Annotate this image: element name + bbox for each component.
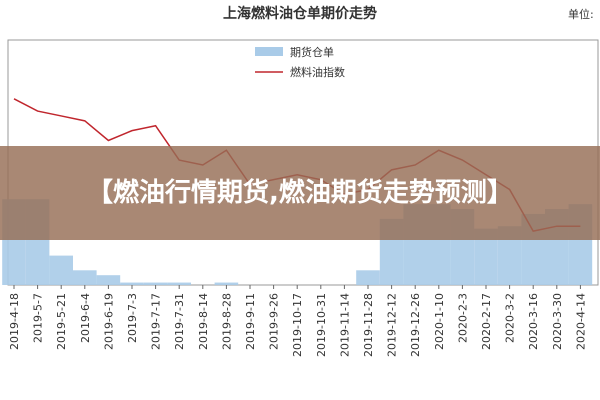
bar xyxy=(474,228,498,285)
x-tick-label: 2020-3-16 xyxy=(527,293,540,350)
bar xyxy=(356,270,380,285)
banner: 【燃油行情期货,燃油期货走势预测】 xyxy=(0,146,600,240)
bar xyxy=(143,282,168,285)
x-tick-label: 2020-3-2 xyxy=(504,293,517,343)
x-tick-label: 2019-8-14 xyxy=(197,293,210,350)
x-tick-label: 2019-5-7 xyxy=(32,293,45,343)
legend-label: 燃料油指数 xyxy=(290,65,345,79)
banner-text: 【燃油行情期货,燃油期货走势预测】 xyxy=(87,178,513,208)
x-tick-label: 2019-4-18 xyxy=(8,293,21,350)
legend-label: 期货仓单 xyxy=(290,45,334,59)
chart-title: 上海燃料油仓单期价走势 xyxy=(223,5,377,22)
bar xyxy=(49,255,73,285)
bar xyxy=(96,275,121,285)
x-tick-label: 2019-12-12 xyxy=(386,293,399,357)
bar xyxy=(120,282,144,285)
x-tick-label: 2019-11-28 xyxy=(362,293,375,357)
bar xyxy=(73,270,97,285)
x-tick-label: 2019-7-31 xyxy=(173,293,186,350)
unit-label: 单位: xyxy=(568,7,594,21)
x-tick-label: 2019-10-31 xyxy=(315,293,328,357)
x-tick-label: 2019-7-3 xyxy=(126,293,139,343)
x-tick-label: 2019-6-4 xyxy=(79,293,92,343)
x-tick-label: 2019-7-17 xyxy=(150,293,163,350)
x-tick-label: 2019-10-17 xyxy=(291,293,304,357)
x-tick-label: 2019-9-11 xyxy=(244,293,257,350)
x-tick-label: 2020-1-10 xyxy=(433,293,446,350)
bar xyxy=(214,282,239,285)
bar xyxy=(167,282,191,285)
x-tick-label: 2019-6-19 xyxy=(102,293,115,350)
x-tick-label: 2020-3-30 xyxy=(551,293,564,350)
x-tick-label: 2019-5-21 xyxy=(55,293,68,350)
x-tick-label: 2020-2-3 xyxy=(456,293,469,343)
x-tick-label: 2019-11-14 xyxy=(338,293,351,357)
bar xyxy=(497,226,522,285)
legend-swatch xyxy=(255,47,283,56)
x-tick-label: 2019-8-28 xyxy=(220,293,233,350)
x-tick-label: 2019-9-26 xyxy=(268,293,281,350)
x-tick-label: 2019-12-26 xyxy=(409,293,422,357)
x-tick-label: 2020-2-17 xyxy=(480,293,493,350)
x-tick-label: 2020-4-14 xyxy=(574,293,587,350)
